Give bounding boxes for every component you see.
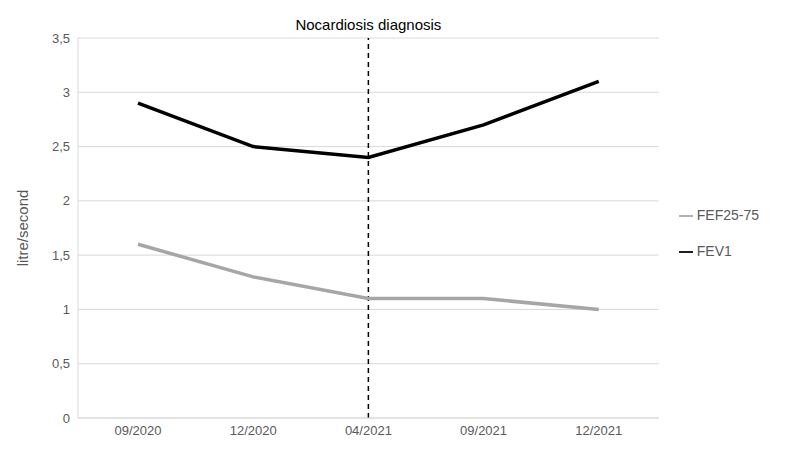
svg-text:3,5: 3,5 [52, 31, 70, 46]
svg-text:1,5: 1,5 [52, 248, 70, 263]
svg-text:0,5: 0,5 [52, 356, 70, 371]
svg-text:3: 3 [63, 85, 70, 100]
svg-text:12/2021: 12/2021 [575, 423, 622, 438]
html-text:FEF25-75: FEF25-75 [696, 207, 759, 223]
svg-text:09/2021: 09/2021 [460, 423, 507, 438]
svg-text:Nocardiosis diagnosis: Nocardiosis diagnosis [295, 16, 441, 33]
svg-text:0: 0 [63, 411, 70, 426]
html-text:FEV1: FEV1 [696, 243, 732, 259]
svg-text:2: 2 [63, 193, 70, 208]
svg-text:12/2020: 12/2020 [230, 423, 277, 438]
svg-text:04/2021: 04/2021 [345, 423, 392, 438]
svg-text:litre/second: litre/second [14, 190, 31, 267]
svg-text:1: 1 [63, 302, 70, 317]
svg-text:09/2020: 09/2020 [115, 423, 162, 438]
svg-text:2,5: 2,5 [52, 139, 70, 154]
